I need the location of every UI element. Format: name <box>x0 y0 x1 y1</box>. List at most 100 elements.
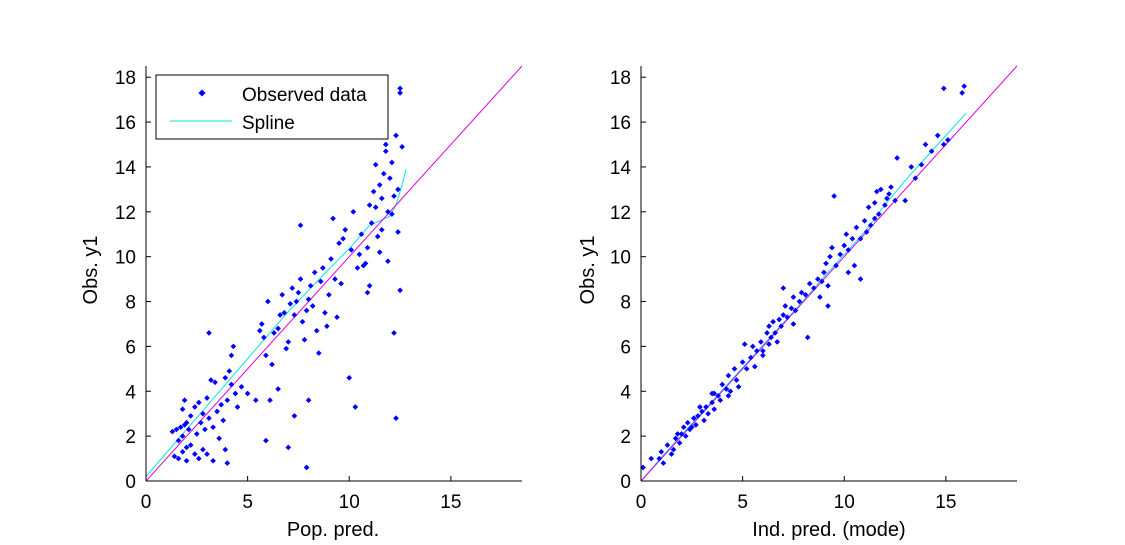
data-point <box>395 229 401 235</box>
data-point <box>374 233 381 240</box>
data-point <box>230 343 237 350</box>
data-point <box>291 312 298 318</box>
data-point <box>342 226 349 233</box>
data-point <box>688 424 695 431</box>
data-point <box>393 132 399 139</box>
data-point <box>741 341 748 348</box>
data-point <box>307 282 314 289</box>
y-axis-label: Obs. y1 <box>80 236 102 305</box>
data-point <box>697 404 703 410</box>
data-point <box>183 444 190 451</box>
data-point <box>656 455 663 462</box>
data-point <box>228 381 235 388</box>
x-axis-label: Pop. pred. <box>287 519 379 540</box>
y-tick-label: 16 <box>115 113 136 134</box>
data-point <box>845 247 852 253</box>
data-point <box>269 361 275 368</box>
data-point <box>790 294 797 300</box>
data-point <box>291 413 298 419</box>
data-point <box>766 341 772 348</box>
y-tick-label: 4 <box>125 382 136 403</box>
data-point <box>934 132 941 139</box>
y-tick-label: 8 <box>125 293 136 314</box>
legend-label-observed: Observed data <box>242 85 367 106</box>
data-point <box>200 410 206 417</box>
data-point <box>206 415 212 422</box>
data-point <box>352 404 359 410</box>
data-point <box>845 269 852 276</box>
data-point <box>717 397 724 404</box>
data-point <box>175 455 182 462</box>
data-point <box>735 383 742 390</box>
data-point <box>183 457 190 464</box>
data-point <box>806 280 813 287</box>
data-point <box>711 406 718 413</box>
data-point <box>376 249 383 256</box>
data-point <box>281 309 288 316</box>
legend-entry-observed: Observed data <box>198 85 367 106</box>
data-point <box>317 278 324 285</box>
data-point <box>256 327 263 334</box>
data-point <box>831 193 837 199</box>
data-point <box>833 262 839 269</box>
data-point <box>902 197 909 204</box>
data-point <box>641 464 646 471</box>
x-tick-label: 5 <box>737 492 748 513</box>
data-point <box>183 419 190 426</box>
data-point <box>387 175 393 182</box>
legend-box <box>155 74 389 140</box>
data-point <box>218 401 225 408</box>
data-point <box>169 428 176 435</box>
data-point <box>204 395 210 401</box>
data-point <box>772 330 778 336</box>
data-point <box>263 352 269 359</box>
y-tick-label: 6 <box>125 337 136 358</box>
data-point <box>690 415 697 422</box>
data-point <box>265 298 271 305</box>
x-tick-label: 0 <box>141 492 152 513</box>
y-tick-label: 10 <box>610 248 631 269</box>
data-point <box>928 148 935 155</box>
data-point <box>171 453 178 460</box>
data-point <box>393 415 399 422</box>
data-point <box>703 404 709 410</box>
data-point <box>908 164 915 170</box>
data-point <box>271 330 277 336</box>
data-point <box>817 294 823 300</box>
data-point <box>764 330 770 336</box>
data-point <box>303 307 310 314</box>
data-point <box>252 397 259 404</box>
data-point <box>322 309 328 316</box>
spline-line <box>641 112 967 481</box>
data-point <box>796 298 803 305</box>
data-point <box>743 365 750 372</box>
y-tick-label: 8 <box>620 293 631 314</box>
data-point <box>843 231 850 238</box>
data-point <box>285 339 292 345</box>
data-point <box>299 318 306 325</box>
y-tick-label: 12 <box>115 203 136 224</box>
data-point <box>277 312 283 318</box>
data-point <box>709 390 715 397</box>
data-point <box>191 404 198 410</box>
data-point <box>766 323 772 330</box>
data-point <box>780 285 787 291</box>
data-point <box>825 282 831 289</box>
plot-axes: 0 5 10 15 0 2 4 6 8 10 12 14 16 18 <box>115 66 522 513</box>
data-point <box>372 161 379 168</box>
data-point <box>829 244 835 251</box>
data-point <box>395 186 401 193</box>
x-tick-label: 0 <box>636 492 647 513</box>
data-point <box>212 379 218 386</box>
data-point <box>753 348 760 354</box>
data-point <box>682 433 689 439</box>
data-point <box>837 251 844 258</box>
y-tick-label: 0 <box>620 472 631 493</box>
plot-axes: 0 5 10 15 0 2 4 6 8 10 12 14 16 18 <box>610 66 1017 513</box>
data-point <box>825 303 831 309</box>
data-point <box>206 330 212 336</box>
identity-line <box>146 65 522 481</box>
data-point <box>693 422 699 428</box>
data-point <box>179 433 186 439</box>
data-point <box>823 260 829 267</box>
